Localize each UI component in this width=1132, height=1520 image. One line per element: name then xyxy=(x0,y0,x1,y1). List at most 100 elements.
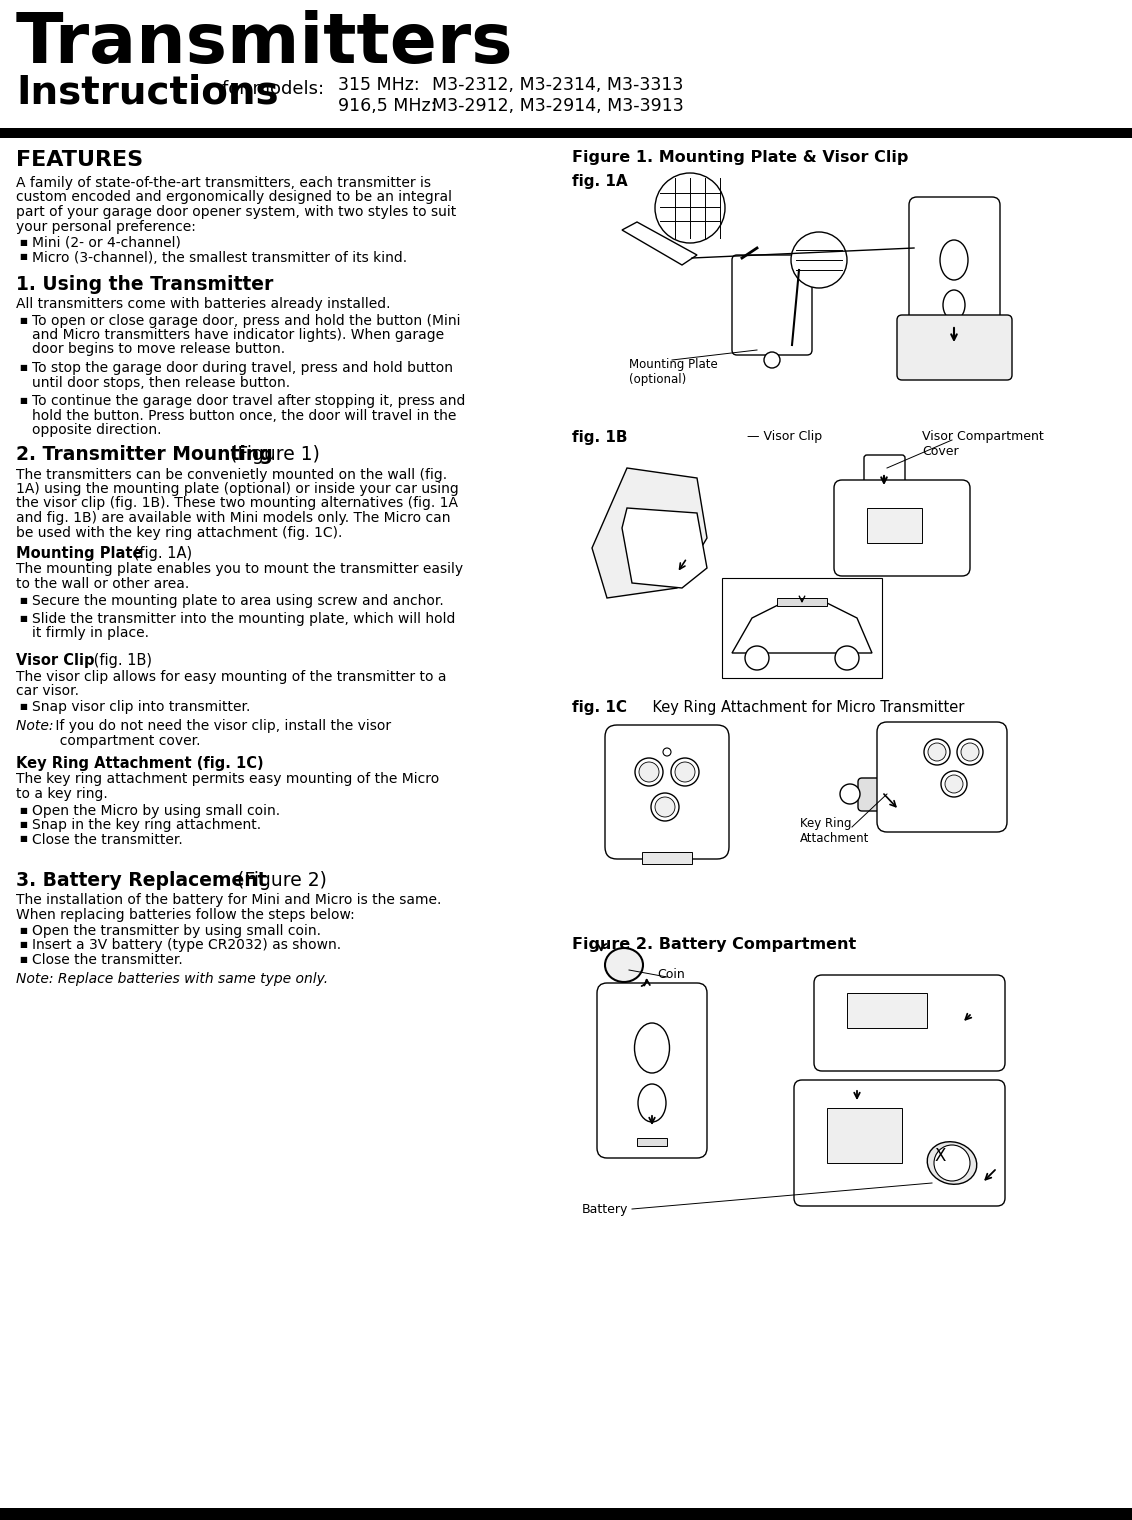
Bar xyxy=(642,853,692,863)
Text: Mounting Plate: Mounting Plate xyxy=(16,546,143,561)
Text: If you do not need the visor clip, install the visor: If you do not need the visor clip, insta… xyxy=(51,719,392,733)
Text: Key Ring Attachment for Micro Transmitter: Key Ring Attachment for Micro Transmitte… xyxy=(634,701,964,714)
Text: Figure 2. Battery Compartment: Figure 2. Battery Compartment xyxy=(572,936,856,952)
FancyBboxPatch shape xyxy=(604,725,729,859)
Text: ■: ■ xyxy=(19,614,27,623)
Text: Visor Compartment
Cover: Visor Compartment Cover xyxy=(921,430,1044,458)
Text: M3-2912, M3-2914, M3-3913: M3-2912, M3-2914, M3-3913 xyxy=(432,97,684,116)
Circle shape xyxy=(663,748,671,755)
Text: opposite direction.: opposite direction. xyxy=(32,423,162,438)
Polygon shape xyxy=(621,222,697,264)
Text: the visor clip (fig. 1B). These two mounting alternatives (fig. 1A: the visor clip (fig. 1B). These two moun… xyxy=(16,497,458,511)
Text: door begins to move release button.: door begins to move release button. xyxy=(32,342,285,357)
Text: 3. Battery Replacement: 3. Battery Replacement xyxy=(16,871,266,891)
Text: To open or close garage door, press and hold the button (Mini: To open or close garage door, press and … xyxy=(32,313,461,327)
Text: ■: ■ xyxy=(19,239,27,246)
Circle shape xyxy=(835,646,859,670)
Text: 2. Transmitter Mounting: 2. Transmitter Mounting xyxy=(16,445,273,465)
Text: ■: ■ xyxy=(19,941,27,950)
Text: — Visor Clip: — Visor Clip xyxy=(747,430,822,442)
Ellipse shape xyxy=(943,290,964,321)
Text: until door stops, then release button.: until door stops, then release button. xyxy=(32,375,290,389)
Text: FEATURES: FEATURES xyxy=(16,150,143,170)
Text: hold the button. Press button once, the door will travel in the: hold the button. Press button once, the … xyxy=(32,409,456,423)
Text: Battery: Battery xyxy=(582,1202,628,1216)
Text: ■: ■ xyxy=(19,702,27,711)
Circle shape xyxy=(655,173,724,243)
Text: part of your garage door opener system, with two styles to suit: part of your garage door opener system, … xyxy=(16,205,456,219)
Text: and fig. 1B) are available with Mini models only. The Micro can: and fig. 1B) are available with Mini mod… xyxy=(16,511,451,524)
FancyBboxPatch shape xyxy=(858,778,921,812)
Text: (fig. 1A): (fig. 1A) xyxy=(129,546,192,561)
Polygon shape xyxy=(592,468,708,597)
Text: Note: Replace batteries with same type only.: Note: Replace batteries with same type o… xyxy=(16,971,328,985)
Text: ■: ■ xyxy=(19,955,27,964)
Text: The transmitters can be convenietly mounted on the wall (fig.: The transmitters can be convenietly moun… xyxy=(16,468,447,482)
Circle shape xyxy=(791,233,847,287)
Circle shape xyxy=(941,771,967,796)
Text: The visor clip allows for easy mounting of the transmitter to a: The visor clip allows for easy mounting … xyxy=(16,669,446,684)
Circle shape xyxy=(655,796,675,818)
Circle shape xyxy=(924,739,950,765)
Text: car visor.: car visor. xyxy=(16,684,79,698)
Text: fig. 1B: fig. 1B xyxy=(572,430,627,445)
Bar xyxy=(867,508,921,543)
Text: (Figure 2): (Figure 2) xyxy=(231,871,327,891)
FancyBboxPatch shape xyxy=(814,974,1005,1072)
Circle shape xyxy=(934,1145,970,1181)
Text: Snap visor clip into transmitter.: Snap visor clip into transmitter. xyxy=(32,701,250,714)
Text: compartment cover.: compartment cover. xyxy=(16,734,200,748)
Text: Note:: Note: xyxy=(16,719,58,733)
Text: ■: ■ xyxy=(19,252,27,261)
Bar xyxy=(827,1108,902,1163)
Text: Visor Clip: Visor Clip xyxy=(16,654,94,667)
Text: To stop the garage door during travel, press and hold button: To stop the garage door during travel, p… xyxy=(32,362,453,375)
Text: Mini (2- or 4-channel): Mini (2- or 4-channel) xyxy=(32,236,181,249)
FancyBboxPatch shape xyxy=(864,454,904,483)
FancyBboxPatch shape xyxy=(834,480,970,576)
FancyBboxPatch shape xyxy=(877,722,1007,831)
Text: Coin: Coin xyxy=(657,968,685,980)
Circle shape xyxy=(635,758,663,786)
Bar xyxy=(0,128,1132,138)
Text: to a key ring.: to a key ring. xyxy=(16,787,108,801)
Text: ■: ■ xyxy=(19,397,27,404)
Text: Snap in the key ring attachment.: Snap in the key ring attachment. xyxy=(32,818,261,831)
Text: The key ring attachment permits easy mounting of the Micro: The key ring attachment permits easy mou… xyxy=(16,772,439,786)
Text: custom encoded and ergonomically designed to be an integral: custom encoded and ergonomically designe… xyxy=(16,190,452,205)
Text: ■: ■ xyxy=(19,834,27,844)
FancyBboxPatch shape xyxy=(794,1081,1005,1205)
Circle shape xyxy=(651,793,679,821)
Ellipse shape xyxy=(927,1142,977,1184)
Text: be used with the key ring attachment (fig. 1C).: be used with the key ring attachment (fi… xyxy=(16,526,342,540)
FancyBboxPatch shape xyxy=(909,198,1000,363)
Ellipse shape xyxy=(635,1023,669,1073)
Text: it firmly in place.: it firmly in place. xyxy=(32,626,149,640)
Text: ■: ■ xyxy=(19,363,27,372)
Text: Open the transmitter by using small coin.: Open the transmitter by using small coin… xyxy=(32,924,321,938)
Text: 1. Using the Transmitter: 1. Using the Transmitter xyxy=(16,275,273,293)
Text: fig. 1C: fig. 1C xyxy=(572,701,627,714)
Text: M3-2312, M3-2314, M3-3313: M3-2312, M3-2314, M3-3313 xyxy=(432,76,684,94)
Text: ■: ■ xyxy=(19,926,27,935)
Circle shape xyxy=(745,646,769,670)
Text: The mounting plate enables you to mount the transmitter easily: The mounting plate enables you to mount … xyxy=(16,562,463,576)
Text: Close the transmitter.: Close the transmitter. xyxy=(32,833,182,847)
Bar xyxy=(637,1138,667,1146)
Ellipse shape xyxy=(604,948,643,982)
Polygon shape xyxy=(621,508,708,588)
Text: your personal preference:: your personal preference: xyxy=(16,219,196,234)
Text: Close the transmitter.: Close the transmitter. xyxy=(32,953,182,967)
Polygon shape xyxy=(732,603,872,654)
FancyBboxPatch shape xyxy=(597,983,708,1158)
Ellipse shape xyxy=(638,1084,666,1122)
Text: The installation of the battery for Mini and Micro is the same.: The installation of the battery for Mini… xyxy=(16,894,441,907)
Text: Transmitters: Transmitters xyxy=(16,11,514,78)
Bar xyxy=(722,578,882,678)
Text: ■: ■ xyxy=(19,316,27,324)
Text: Open the Micro by using small coin.: Open the Micro by using small coin. xyxy=(32,804,280,818)
Text: 1A) using the mounting plate (optional) or inside your car using: 1A) using the mounting plate (optional) … xyxy=(16,482,458,496)
Circle shape xyxy=(675,762,695,781)
Text: Secure the mounting plate to area using screw and anchor.: Secure the mounting plate to area using … xyxy=(32,593,444,608)
Bar xyxy=(777,597,827,606)
